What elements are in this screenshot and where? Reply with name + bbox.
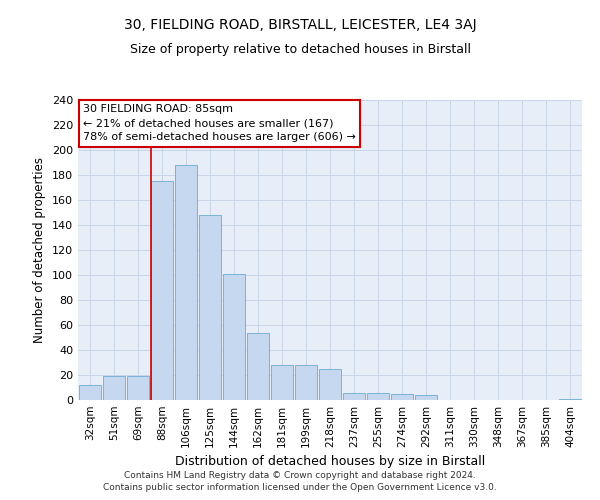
Y-axis label: Number of detached properties: Number of detached properties bbox=[34, 157, 46, 343]
Bar bbox=[295, 365, 317, 400]
Bar bbox=[367, 392, 389, 400]
Text: Size of property relative to detached houses in Birstall: Size of property relative to detached ho… bbox=[130, 42, 470, 56]
Bar bbox=[127, 376, 149, 400]
Bar bbox=[319, 369, 341, 400]
Bar bbox=[223, 274, 245, 400]
Text: 30 FIELDING ROAD: 85sqm
← 21% of detached houses are smaller (167)
78% of semi-d: 30 FIELDING ROAD: 85sqm ← 21% of detache… bbox=[83, 104, 356, 142]
Bar bbox=[103, 376, 125, 400]
Bar bbox=[247, 332, 269, 400]
Bar bbox=[199, 215, 221, 400]
Bar bbox=[151, 181, 173, 400]
Bar bbox=[271, 365, 293, 400]
Bar bbox=[391, 394, 413, 400]
Bar bbox=[559, 399, 581, 400]
Bar bbox=[175, 165, 197, 400]
Text: 30, FIELDING ROAD, BIRSTALL, LEICESTER, LE4 3AJ: 30, FIELDING ROAD, BIRSTALL, LEICESTER, … bbox=[124, 18, 476, 32]
X-axis label: Distribution of detached houses by size in Birstall: Distribution of detached houses by size … bbox=[175, 456, 485, 468]
Bar bbox=[343, 392, 365, 400]
Bar bbox=[415, 395, 437, 400]
Text: Contains HM Land Registry data © Crown copyright and database right 2024.
Contai: Contains HM Land Registry data © Crown c… bbox=[103, 471, 497, 492]
Bar bbox=[79, 385, 101, 400]
